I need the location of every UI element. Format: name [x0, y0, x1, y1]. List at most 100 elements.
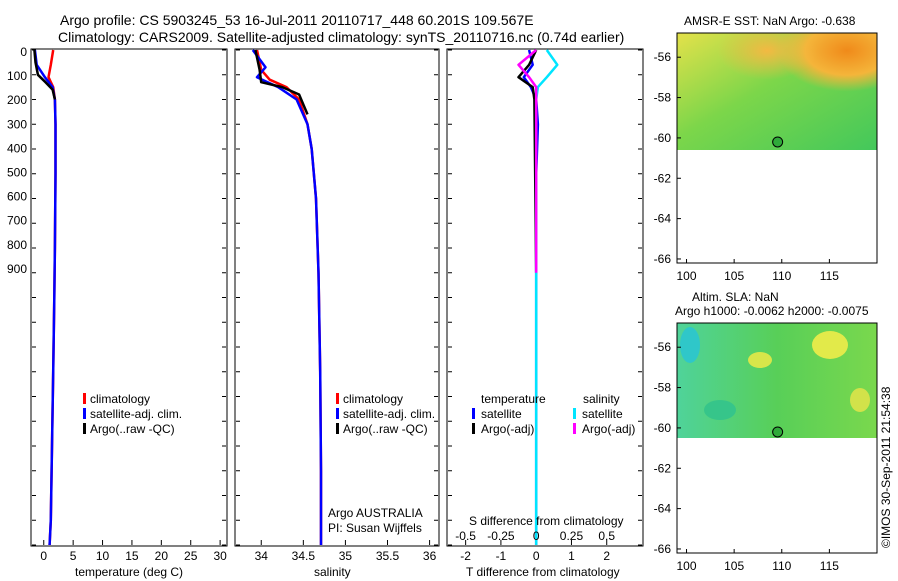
y-tick-label: 400 [7, 141, 27, 155]
series-line-climatology [255, 49, 323, 545]
sst-warm-patch [677, 33, 877, 150]
y-tick-label: 100 [7, 69, 27, 83]
map-y-tick-label: -62 [654, 171, 672, 185]
x-tick-label: 30 [213, 549, 227, 563]
x-tick-label: -2 [460, 549, 471, 563]
map-y-tick-label: -64 [654, 502, 672, 516]
series-line-salinity-satellite [534, 49, 559, 545]
difference-legend: temperature salinity satellite Argo(-adj… [472, 392, 635, 436]
sst-x-ticks: 100 105 110 115 [677, 259, 839, 283]
sla-high-patch [850, 388, 870, 412]
argo-annotation-line1: Argo AUSTRALIA [328, 506, 423, 520]
legend-swatch-satellite [83, 408, 86, 419]
sst-y-ticks: -56 -58 -60 -62 -64 -66 [654, 50, 681, 266]
x-tick-label-top: 0 [533, 529, 540, 543]
legend-swatch-sal-argo [573, 423, 576, 434]
legend-label: Argo(-adj) [481, 422, 534, 436]
credit-text: ©IMOS 30-Sep-2011 21:54:38 [879, 386, 893, 548]
series-line-argo-raw-qc- [33, 49, 57, 100]
sla-low-patch [704, 400, 736, 420]
legend-swatch-temp-satellite [472, 408, 475, 419]
sla-field [677, 323, 877, 438]
legend-label: satellite-adj. clim. [343, 407, 435, 421]
sla-map-frame [676, 322, 878, 554]
legend-swatch-argo [83, 423, 86, 434]
x-tick-label: -1 [496, 549, 507, 563]
sla-map-subtitle: Argo h1000: -0.0062 h2000: -0.0075 [675, 304, 869, 318]
x-tick-label: 0 [533, 549, 540, 563]
series-line-salinity-argo-adj- [517, 49, 538, 273]
x-tick-label: 35.5 [376, 549, 400, 563]
map-x-tick-label: 105 [724, 559, 744, 573]
map-y-tick-label: -58 [654, 91, 672, 105]
map-y-tick-label: -66 [654, 542, 672, 556]
argo-annotation-line2: PI: Susan Wijffels [328, 521, 422, 535]
map-x-tick-label: 110 [772, 269, 791, 283]
legend-header-salinity: salinity [583, 392, 620, 406]
legend-label: climatology [90, 392, 150, 406]
salinity-legend: climatology satellite-adj. clim. Argo(..… [336, 392, 435, 436]
map-y-tick-label: -66 [654, 252, 672, 266]
legend-label: Argo(..raw -QC) [343, 422, 428, 436]
y-tick-label: 300 [7, 117, 27, 131]
x-tick-label-top: 0.5 [598, 529, 615, 543]
y-tick-label: 0 [20, 45, 27, 59]
difference-panel-frame [446, 48, 644, 547]
series-line-satellite-adj-clim- [251, 49, 323, 545]
sla-high-patch [748, 352, 772, 368]
map-x-tick-label: 110 [772, 559, 791, 573]
temperature-legend: climatology satellite-adj. clim. Argo(..… [83, 392, 182, 436]
y-tick-label: 200 [7, 93, 27, 107]
y-tick-label: 600 [7, 190, 27, 204]
legend-label: satellite [582, 407, 623, 421]
sst-map [676, 32, 878, 264]
legend-label: Argo(-adj) [582, 422, 635, 436]
x-tick-label: 0 [40, 549, 47, 563]
map-x-tick-label: 105 [724, 269, 744, 283]
legend-label: satellite-adj. clim. [90, 407, 182, 421]
temperature-xlabel: temperature (deg C) [75, 565, 183, 579]
map-x-tick-label: 115 [820, 559, 839, 573]
x-tick-label-top: 0.25 [560, 529, 584, 543]
salinity-xlabel: salinity [314, 565, 351, 579]
map-y-tick-label: -62 [654, 461, 672, 475]
sla-y-ticks: -56 -58 -60 -62 -64 -66 [654, 340, 681, 556]
x-tick-label: 34.5 [292, 549, 316, 563]
map-y-tick-label: -60 [654, 131, 672, 145]
x-tick-label: 2 [603, 549, 610, 563]
legend-label: climatology [343, 392, 403, 406]
y-tick-label: 800 [7, 238, 27, 252]
x-tick-label: 10 [96, 549, 110, 563]
map-y-tick-label: -58 [654, 381, 672, 395]
sla-x-ticks: 100 105 110 115 [677, 549, 839, 573]
difference-plot: -2 -1 0 1 2 -0.5 -0.25 0 0.25 0.5 [448, 49, 642, 563]
map-x-tick-label: 115 [820, 269, 839, 283]
temperature-panel-frame [30, 48, 228, 547]
sla-map-title: Altim. SLA: NaN [692, 290, 779, 304]
x-tick-label: 25 [184, 549, 198, 563]
legend-swatch-climatology [83, 393, 86, 404]
argo-location-marker [772, 426, 784, 438]
x-tick-label: 36 [423, 549, 437, 563]
legend-label: satellite [481, 407, 522, 421]
difference-xlabel-top: S difference from climatology [469, 514, 624, 528]
difference-xlabel-bottom: T difference from climatology [466, 565, 620, 579]
temperature-y-ticks: 0 100 200 300 400 500 600 700 800 900 [7, 45, 27, 276]
x-tick-label-top: -0.5 [455, 529, 476, 543]
sla-high-patch [812, 331, 848, 359]
series-line-satellite-adj-clim- [33, 49, 57, 546]
series-line-argo-raw-qc- [254, 49, 309, 115]
y-tick-label: 700 [7, 214, 27, 228]
map-x-tick-label: 100 [677, 269, 697, 283]
title-line-1: Argo profile: CS 5903245_53 16-Jul-2011 … [60, 12, 534, 28]
legend-swatch-climatology [336, 393, 339, 404]
x-tick-label: 15 [125, 549, 139, 563]
sst-map-frame [676, 32, 878, 264]
map-x-tick-label: 100 [677, 559, 697, 573]
legend-swatch-argo [336, 423, 339, 434]
title-line-2: Climatology: CARS2009. Satellite-adjuste… [58, 29, 625, 45]
map-y-tick-label: -56 [654, 50, 672, 64]
salinity-panel-frame [234, 48, 440, 547]
x-tick-label: 34 [255, 549, 269, 563]
